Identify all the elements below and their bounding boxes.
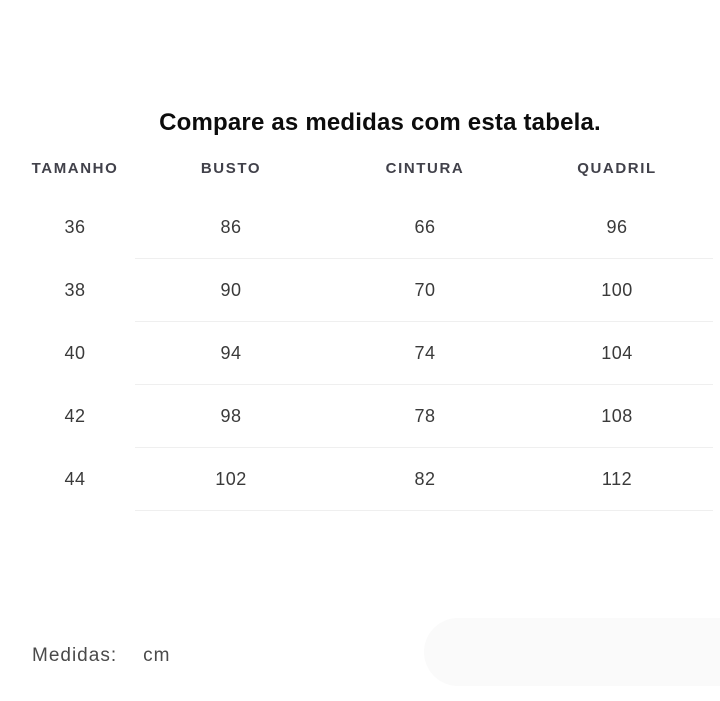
cell-busto: 90	[220, 280, 242, 300]
cell-cintura: 66	[414, 217, 436, 237]
column-header-busto: BUSTO	[200, 159, 262, 177]
page-title: Compare as medidas com esta tabela.	[159, 109, 601, 136]
table-body: 36 86 66 96 38 90 70 100 40 94 74 104	[0, 196, 720, 511]
column-header-tamanho: TAMANHO	[31, 159, 119, 177]
cell-tamanho: 42	[64, 406, 86, 426]
cell-cintura: 82	[414, 469, 436, 489]
cell-tamanho: 40	[64, 343, 86, 363]
column-header-quadril: QUADRIL	[577, 159, 657, 177]
size-table: TAMANHO BUSTO CINTURA QUADRIL 36 86 66 9…	[0, 150, 720, 511]
cell-tamanho: 38	[64, 280, 86, 300]
column-header-cintura: CINTURA	[385, 159, 465, 177]
cell-busto: 86	[220, 217, 242, 237]
table-row-size-36: 36 86 66 96	[0, 196, 720, 259]
table-row-size-38: 38 90 70 100	[0, 259, 720, 322]
row-divider	[135, 447, 713, 448]
measurement-unit: cm	[143, 645, 171, 666]
measurement-unit-note: Medidas: cm	[32, 645, 170, 667]
cell-quadril: 104	[601, 343, 633, 363]
background-pill-shape	[424, 618, 720, 686]
cell-quadril: 96	[606, 217, 628, 237]
row-divider	[135, 510, 713, 511]
cell-quadril: 112	[601, 469, 633, 489]
cell-busto: 98	[220, 406, 242, 426]
measurement-label: Medidas:	[32, 645, 118, 666]
row-divider	[135, 258, 713, 259]
cell-cintura: 78	[414, 406, 436, 426]
table-row-size-42: 42 98 78 108	[0, 385, 720, 448]
cell-cintura: 70	[414, 280, 436, 300]
table-row-size-44: 44 102 82 112	[0, 448, 720, 511]
cell-busto: 94	[220, 343, 242, 363]
cell-cintura: 74	[414, 343, 436, 363]
row-divider	[135, 321, 713, 322]
cell-quadril: 108	[601, 406, 633, 426]
cell-busto: 102	[215, 469, 247, 489]
cell-tamanho: 44	[64, 469, 86, 489]
table-header-row: TAMANHO BUSTO CINTURA QUADRIL	[0, 150, 720, 186]
table-row-size-40: 40 94 74 104	[0, 322, 720, 385]
cell-quadril: 100	[601, 280, 633, 300]
row-divider	[135, 384, 713, 385]
cell-tamanho: 36	[64, 217, 86, 237]
